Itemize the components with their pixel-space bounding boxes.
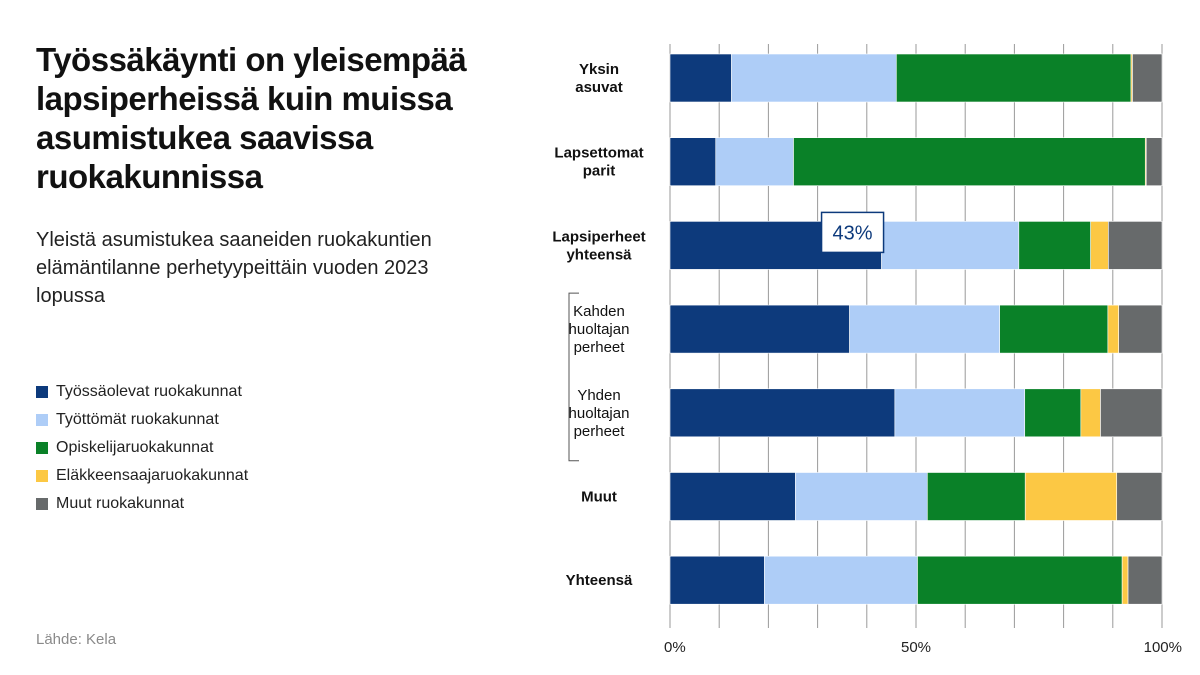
- bar-segment: [894, 388, 1026, 438]
- bar-segment: [1024, 472, 1118, 521]
- legend-swatch: [36, 470, 48, 482]
- legend-item: Muut ruokakunnat: [36, 490, 248, 518]
- bar-segment: [669, 137, 717, 186]
- bar-segment: [1132, 53, 1163, 103]
- bar-segment: [669, 388, 896, 438]
- bar-segment: [669, 304, 850, 354]
- bar-segment: [1107, 304, 1120, 354]
- bar-segment: [1024, 388, 1082, 438]
- bar-segment: [927, 472, 1026, 521]
- callout-label: 43%: [833, 222, 873, 244]
- group-bracket: [568, 292, 579, 462]
- legend-swatch: [36, 386, 48, 398]
- legend-swatch: [36, 442, 48, 454]
- bar-segment: [731, 53, 897, 103]
- x-tick-label: 0%: [664, 639, 686, 656]
- bar-segment: [881, 221, 1020, 270]
- category-labels: Yksin asuvat Lapsettomat parit Lapsiperheet y…: [552, 61, 645, 589]
- legend-label: Työttömät ruokakunnat: [56, 411, 219, 428]
- bar-segment: [896, 53, 1132, 103]
- legend-item: Opiskelijaruokakunnat: [36, 434, 248, 462]
- category-label: Lapsiperheet yhteensä: [552, 228, 645, 263]
- bar-segment: [1090, 221, 1109, 270]
- bar-segment: [669, 472, 796, 521]
- chart-subtitle: Yleistä asumistukea saaneiden ruokakunti…: [36, 229, 432, 307]
- bar-segment: [795, 472, 928, 521]
- bar-segment: [669, 555, 765, 605]
- source-note: Lähde: Kela: [36, 631, 117, 648]
- x-tick-label: 50%: [901, 639, 931, 656]
- bar-segment: [1108, 221, 1163, 270]
- legend-item: Työttömät ruokakunnat: [36, 406, 248, 434]
- bar-segment: [1100, 388, 1163, 438]
- bar-segment: [1080, 388, 1101, 438]
- category-label: Muut: [581, 489, 617, 506]
- legend-label: Työssäolevat ruokakunnat: [56, 383, 242, 400]
- bar-segment: [715, 137, 794, 186]
- legend-swatch: [36, 414, 48, 426]
- legend-label: Muut ruokakunnat: [56, 495, 185, 512]
- bars: [669, 53, 1163, 605]
- bar-segment: [917, 555, 1123, 605]
- legend-label: Eläkkeensaajaruokakunnat: [56, 467, 249, 484]
- chart-title: Työssäkäynti on yleisempää lapsiperheiss…: [36, 41, 467, 195]
- bar-segment: [1018, 221, 1091, 270]
- category-label: Lapsettomat parit: [554, 145, 643, 180]
- bar-segment: [849, 304, 1000, 354]
- bar-segment: [793, 137, 1146, 186]
- x-axis-ticks: 0% 50% 100%: [664, 639, 1182, 656]
- bar-segment: [1121, 555, 1129, 605]
- category-label: Yhteensä: [566, 572, 633, 589]
- legend-label: Opiskelijaruokakunnat: [56, 439, 214, 456]
- legend: Työssäolevat ruokakunnat Työttömät ruokak…: [36, 378, 248, 518]
- bar-segment: [669, 53, 732, 103]
- legend-item: Työssäolevat ruokakunnat: [36, 378, 248, 406]
- legend-item: Eläkkeensaajaruokakunnat: [36, 462, 248, 490]
- category-label: Kahden huoltajan perheet: [569, 303, 630, 356]
- category-label: Yksin asuvat: [575, 61, 623, 96]
- x-tick-label: 100%: [1144, 639, 1182, 656]
- bar-segment: [764, 555, 918, 605]
- callout: 43%: [820, 211, 885, 254]
- bar-segment: [999, 304, 1109, 354]
- legend-swatch: [36, 498, 48, 510]
- bar-segment: [1118, 304, 1163, 354]
- bar-segment: [1116, 472, 1163, 521]
- category-label: Yhden huoltajan perheet: [569, 387, 630, 440]
- callout-box: [820, 211, 885, 254]
- bar-segment: [1145, 137, 1163, 186]
- bar-segment: [1127, 555, 1163, 605]
